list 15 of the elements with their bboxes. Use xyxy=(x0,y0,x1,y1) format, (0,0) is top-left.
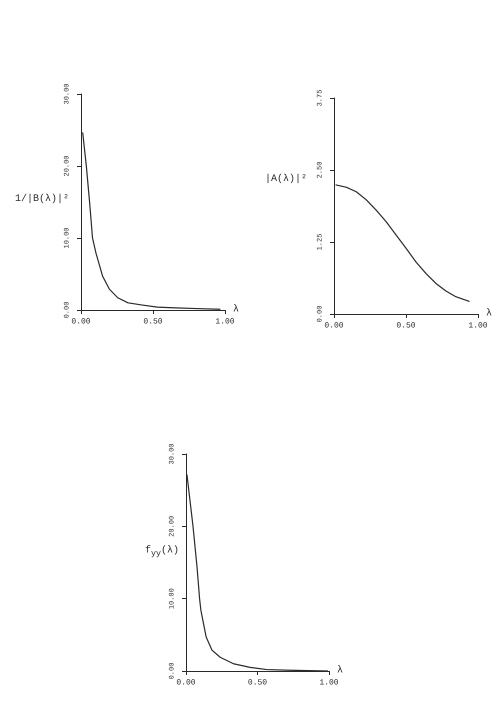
y-axis-title: |A(λ)|² xyxy=(264,174,308,186)
x-axis-title: λ xyxy=(337,664,344,676)
y-axis-title: f$_{yy}$(λ) xyxy=(144,546,180,559)
x-axis-title: λ xyxy=(233,304,240,316)
x-tick-label: 0.00 xyxy=(176,678,196,688)
x-tick-label: 1.00 xyxy=(215,318,235,326)
x-axis-title: λ xyxy=(486,308,492,320)
x-tick-label: 1.00 xyxy=(468,322,488,330)
x-tick-label: 0.00 xyxy=(71,318,91,326)
x-tick-label: 0.50 xyxy=(248,678,268,688)
y-axis-title: 1/|B(λ)|² xyxy=(14,194,70,206)
x-tick-label: 0.50 xyxy=(143,318,163,326)
x-tick-label: 1.00 xyxy=(319,678,339,688)
x-tick-label: 0.50 xyxy=(396,322,416,330)
x-tick-label: 0.00 xyxy=(324,322,344,330)
